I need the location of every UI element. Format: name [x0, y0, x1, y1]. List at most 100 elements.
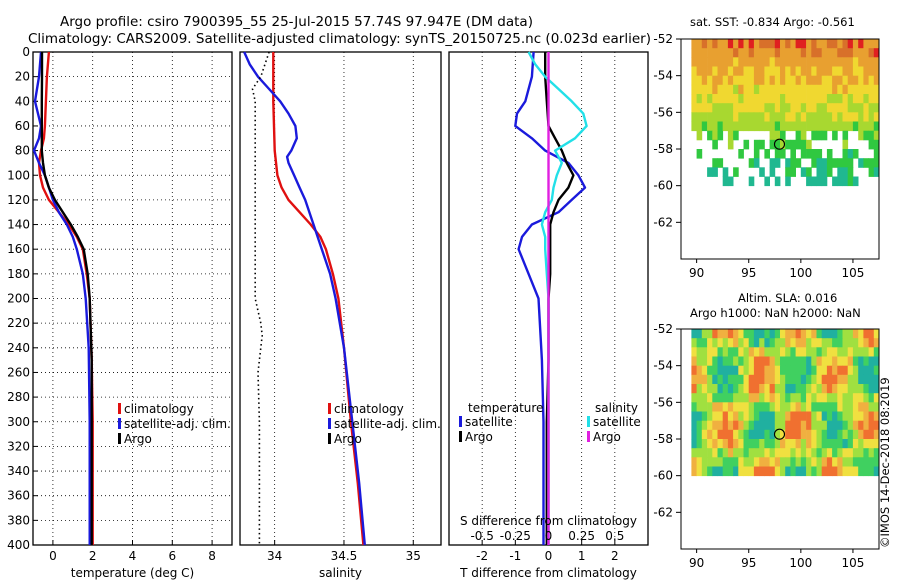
sst-map-cell [748, 66, 755, 77]
sla-map-cell [785, 448, 791, 458]
sla-map-cell [863, 374, 869, 385]
sla-map-cell [847, 448, 854, 458]
difference-legend-salinity-title: salinity [595, 401, 638, 415]
sla-map-cell [816, 347, 823, 357]
sst-map-cell [785, 94, 791, 104]
difference-xtick-label: 2 [611, 549, 619, 563]
sst-map-cell [738, 84, 744, 95]
sst-map-cell [800, 167, 807, 177]
sst-map-cell [712, 130, 718, 141]
sst-map-cell [701, 66, 708, 77]
sst-map-cell [712, 103, 718, 113]
sla-map-cell [712, 329, 718, 339]
sla-map-cell [780, 338, 786, 348]
sla-map-cell [764, 429, 770, 440]
sla-map-cell [743, 374, 750, 385]
sla-map-cell [733, 466, 739, 477]
sst-map-cell [858, 48, 864, 58]
sst-map-cell [785, 103, 791, 113]
sst-map-cell [722, 94, 729, 104]
sla-map-cell [727, 374, 734, 385]
sla-map-cell [717, 402, 724, 412]
sst-map-cell [780, 94, 786, 104]
sst-map-cell [868, 158, 875, 168]
sst-map-cell [774, 57, 781, 67]
sst-map-cell [691, 94, 697, 104]
sla-map-cell [868, 347, 875, 357]
sla-map-cell [780, 420, 786, 431]
sst-map-cell [753, 48, 760, 58]
sla-map-cell [733, 448, 739, 458]
sla-map-cell [743, 356, 750, 367]
sla-map-cell [764, 457, 770, 467]
sla-map-cell [738, 466, 744, 477]
sla-map-cell [759, 411, 765, 422]
sst-map-cell [717, 103, 724, 113]
sla-map-cell [774, 393, 781, 403]
sla-map-cell [712, 402, 718, 412]
sla-map-cell [717, 420, 724, 431]
sla-map-cell [858, 329, 864, 339]
sst-map-cell [712, 75, 718, 86]
sla-map-cell [780, 448, 786, 458]
sla-map-cell [769, 338, 776, 348]
sla-map-cell [826, 402, 833, 412]
sla-map-cell [759, 393, 765, 403]
sla-map-cell [873, 374, 880, 385]
sst-map-cell [847, 75, 854, 86]
sla-map-cell [727, 365, 734, 376]
sla-map-cell [790, 329, 796, 339]
sla-map-cell [863, 329, 869, 339]
sst-map-cell [717, 75, 724, 86]
sla-map-cell [811, 457, 817, 467]
sst-map-ytick-label: -56 [653, 105, 673, 119]
sla-map-cell [733, 374, 739, 385]
sla-map-cell [696, 457, 703, 467]
sla-map-cell [691, 329, 697, 339]
sst-map-cell [790, 158, 796, 168]
sla-map-cell [868, 365, 875, 376]
sla-map-cell [842, 365, 849, 376]
sst-map-cell [780, 149, 786, 159]
sla-map-cell [743, 393, 750, 403]
sla-map-cell [832, 338, 838, 348]
sst-map-cell [764, 75, 770, 86]
sst-map-cell [764, 176, 770, 187]
sla-map-cell [780, 411, 786, 422]
sst-map-cell [785, 57, 791, 67]
sla-map-cell [769, 420, 776, 431]
sla-map-xtick-label: 90 [689, 556, 704, 570]
sla-map-cell [769, 411, 776, 422]
sla-map-cell [712, 356, 718, 367]
sst-map-cell [852, 84, 859, 95]
sla-map-cell [707, 365, 713, 376]
sst-map-cell [847, 39, 854, 49]
sst-map-cell [785, 158, 791, 168]
sla-map-cell [733, 393, 739, 403]
sla-map-cell [712, 429, 718, 440]
sla-map-cell [852, 448, 859, 458]
sst-map-panel: -52 -54 -56 -58 -60 -62 90 95 100 105 [653, 32, 880, 280]
sst-map-ytick-label: -62 [653, 215, 673, 229]
temperature-xlabel: temperature (deg C) [71, 566, 194, 580]
sst-map-cell [873, 149, 880, 159]
sst-map-cell [863, 84, 869, 95]
sst-map-cell [811, 75, 817, 86]
sst-map-cell [863, 103, 869, 113]
sst-map-cell [764, 57, 770, 67]
sst-map-cell [832, 176, 838, 187]
sla-map-cell [795, 393, 802, 403]
sla-map-cell [832, 356, 838, 367]
sla-map-cell [868, 393, 875, 403]
salinity-bg [240, 52, 441, 545]
sla-map-cell [696, 338, 703, 348]
sla-map-cell [800, 329, 807, 339]
sla-map-cell [826, 466, 833, 477]
sla-map-cell [717, 439, 724, 449]
sst-map-cell [832, 130, 838, 141]
sla-map-cell [753, 365, 760, 376]
sst-map-cell [780, 48, 786, 58]
sla-map-cell [806, 374, 812, 385]
sst-map-cell [816, 149, 823, 159]
sla-map-cell [780, 365, 786, 376]
